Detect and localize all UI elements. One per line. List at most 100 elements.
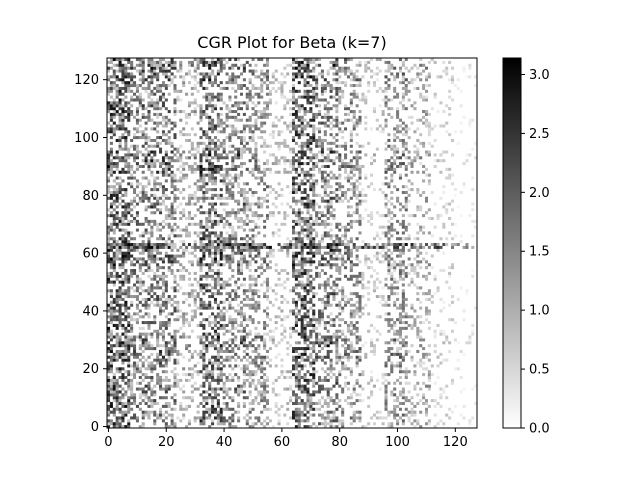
heatmap-cell bbox=[341, 422, 345, 426]
heatmap-cell bbox=[427, 370, 431, 374]
heatmap-cell bbox=[127, 164, 131, 168]
heatmap-cell bbox=[156, 263, 160, 267]
heatmap-cell bbox=[387, 355, 391, 359]
heatmap-cell bbox=[112, 352, 116, 356]
heatmap-cell bbox=[263, 332, 267, 336]
heatmap-cell bbox=[164, 216, 168, 221]
heatmap-cell bbox=[213, 251, 217, 255]
heatmap-cell bbox=[107, 228, 111, 232]
heatmap-cell bbox=[306, 199, 310, 203]
heatmap-cell bbox=[355, 179, 359, 183]
heatmap-cell bbox=[370, 216, 374, 221]
heatmap-cell bbox=[433, 153, 437, 157]
heatmap-cell bbox=[115, 190, 119, 195]
heatmap-cell bbox=[283, 170, 287, 174]
heatmap-cell bbox=[292, 326, 296, 330]
heatmap-cell bbox=[138, 182, 142, 186]
heatmap-cell bbox=[234, 335, 238, 339]
heatmap-cell bbox=[127, 219, 131, 223]
heatmap-cell bbox=[364, 254, 368, 258]
heatmap-cell bbox=[118, 384, 122, 388]
heatmap-cell bbox=[375, 378, 379, 382]
heatmap-cell bbox=[439, 170, 443, 174]
heatmap-cell bbox=[344, 381, 348, 385]
heatmap-cell bbox=[173, 349, 177, 353]
heatmap-cell bbox=[416, 271, 420, 275]
heatmap-cell bbox=[320, 234, 324, 238]
heatmap-cell bbox=[153, 413, 157, 417]
heatmap-cell bbox=[237, 269, 241, 273]
heatmap-cell bbox=[448, 167, 452, 171]
heatmap-cell bbox=[219, 193, 223, 197]
heatmap-cell bbox=[173, 280, 177, 284]
heatmap-cell bbox=[326, 263, 330, 267]
heatmap-cell bbox=[245, 335, 249, 339]
heatmap-cell bbox=[219, 237, 223, 241]
heatmap-cell bbox=[404, 205, 408, 209]
heatmap-cell bbox=[309, 378, 313, 382]
heatmap-cell bbox=[294, 306, 298, 310]
heatmap-cell bbox=[277, 283, 281, 287]
heatmap-cell bbox=[185, 378, 189, 382]
heatmap-cell bbox=[138, 352, 142, 356]
heatmap-cell bbox=[231, 349, 235, 353]
heatmap-cell bbox=[141, 425, 145, 429]
heatmap-cell bbox=[193, 387, 197, 391]
heatmap-cell bbox=[133, 190, 137, 195]
heatmap-cell bbox=[300, 355, 304, 359]
heatmap-cell bbox=[176, 269, 180, 273]
heatmap-cell bbox=[257, 159, 261, 163]
heatmap-cell bbox=[225, 375, 229, 380]
heatmap-cell bbox=[248, 370, 252, 374]
heatmap-cell bbox=[202, 326, 206, 330]
heatmap-cell bbox=[430, 216, 434, 221]
heatmap-cell bbox=[341, 309, 345, 313]
heatmap-cell bbox=[341, 367, 345, 371]
heatmap-cell bbox=[398, 315, 402, 319]
heatmap-cell bbox=[225, 257, 229, 261]
heatmap-cell bbox=[312, 312, 316, 316]
heatmap-cell bbox=[208, 216, 212, 221]
heatmap-cell bbox=[254, 254, 258, 258]
heatmap-cell bbox=[239, 390, 244, 394]
heatmap-cell bbox=[121, 156, 125, 160]
heatmap-cell bbox=[213, 240, 217, 244]
heatmap-cell bbox=[378, 387, 382, 391]
heatmap-cell bbox=[245, 214, 249, 218]
heatmap-cell bbox=[144, 248, 148, 252]
heatmap-cell bbox=[159, 208, 163, 212]
heatmap-cell bbox=[153, 222, 157, 226]
heatmap-cell bbox=[309, 237, 313, 241]
heatmap-cell bbox=[216, 280, 220, 284]
heatmap-cell bbox=[228, 329, 232, 333]
heatmap-cell bbox=[121, 358, 125, 362]
heatmap-cell bbox=[211, 147, 215, 151]
heatmap-cell bbox=[268, 419, 272, 423]
heatmap-cell bbox=[237, 150, 241, 154]
heatmap-cell bbox=[115, 162, 119, 166]
heatmap-cell bbox=[393, 185, 397, 189]
heatmap-cell bbox=[410, 407, 414, 411]
heatmap-cell bbox=[346, 381, 350, 385]
heatmap-cell bbox=[346, 300, 350, 304]
heatmap-cell bbox=[121, 170, 125, 174]
heatmap-cell bbox=[427, 297, 431, 301]
heatmap-cell bbox=[303, 269, 307, 273]
heatmap-cell bbox=[225, 387, 229, 391]
heatmap-cell bbox=[401, 222, 405, 226]
heatmap-cell bbox=[367, 329, 371, 333]
heatmap-cell bbox=[323, 179, 327, 183]
heatmap-cell bbox=[312, 358, 316, 362]
heatmap-cell bbox=[274, 196, 278, 200]
heatmap-cell bbox=[320, 153, 324, 157]
heatmap-cell bbox=[294, 271, 298, 275]
heatmap-cell bbox=[196, 199, 200, 203]
heatmap-cell bbox=[202, 243, 206, 247]
heatmap-cell bbox=[358, 156, 362, 160]
heatmap-cell bbox=[144, 289, 148, 293]
heatmap-cell bbox=[372, 153, 376, 157]
heatmap-cell bbox=[193, 381, 197, 385]
heatmap-cell bbox=[335, 234, 339, 238]
heatmap-cell bbox=[277, 413, 281, 417]
heatmap-cell bbox=[300, 300, 304, 304]
